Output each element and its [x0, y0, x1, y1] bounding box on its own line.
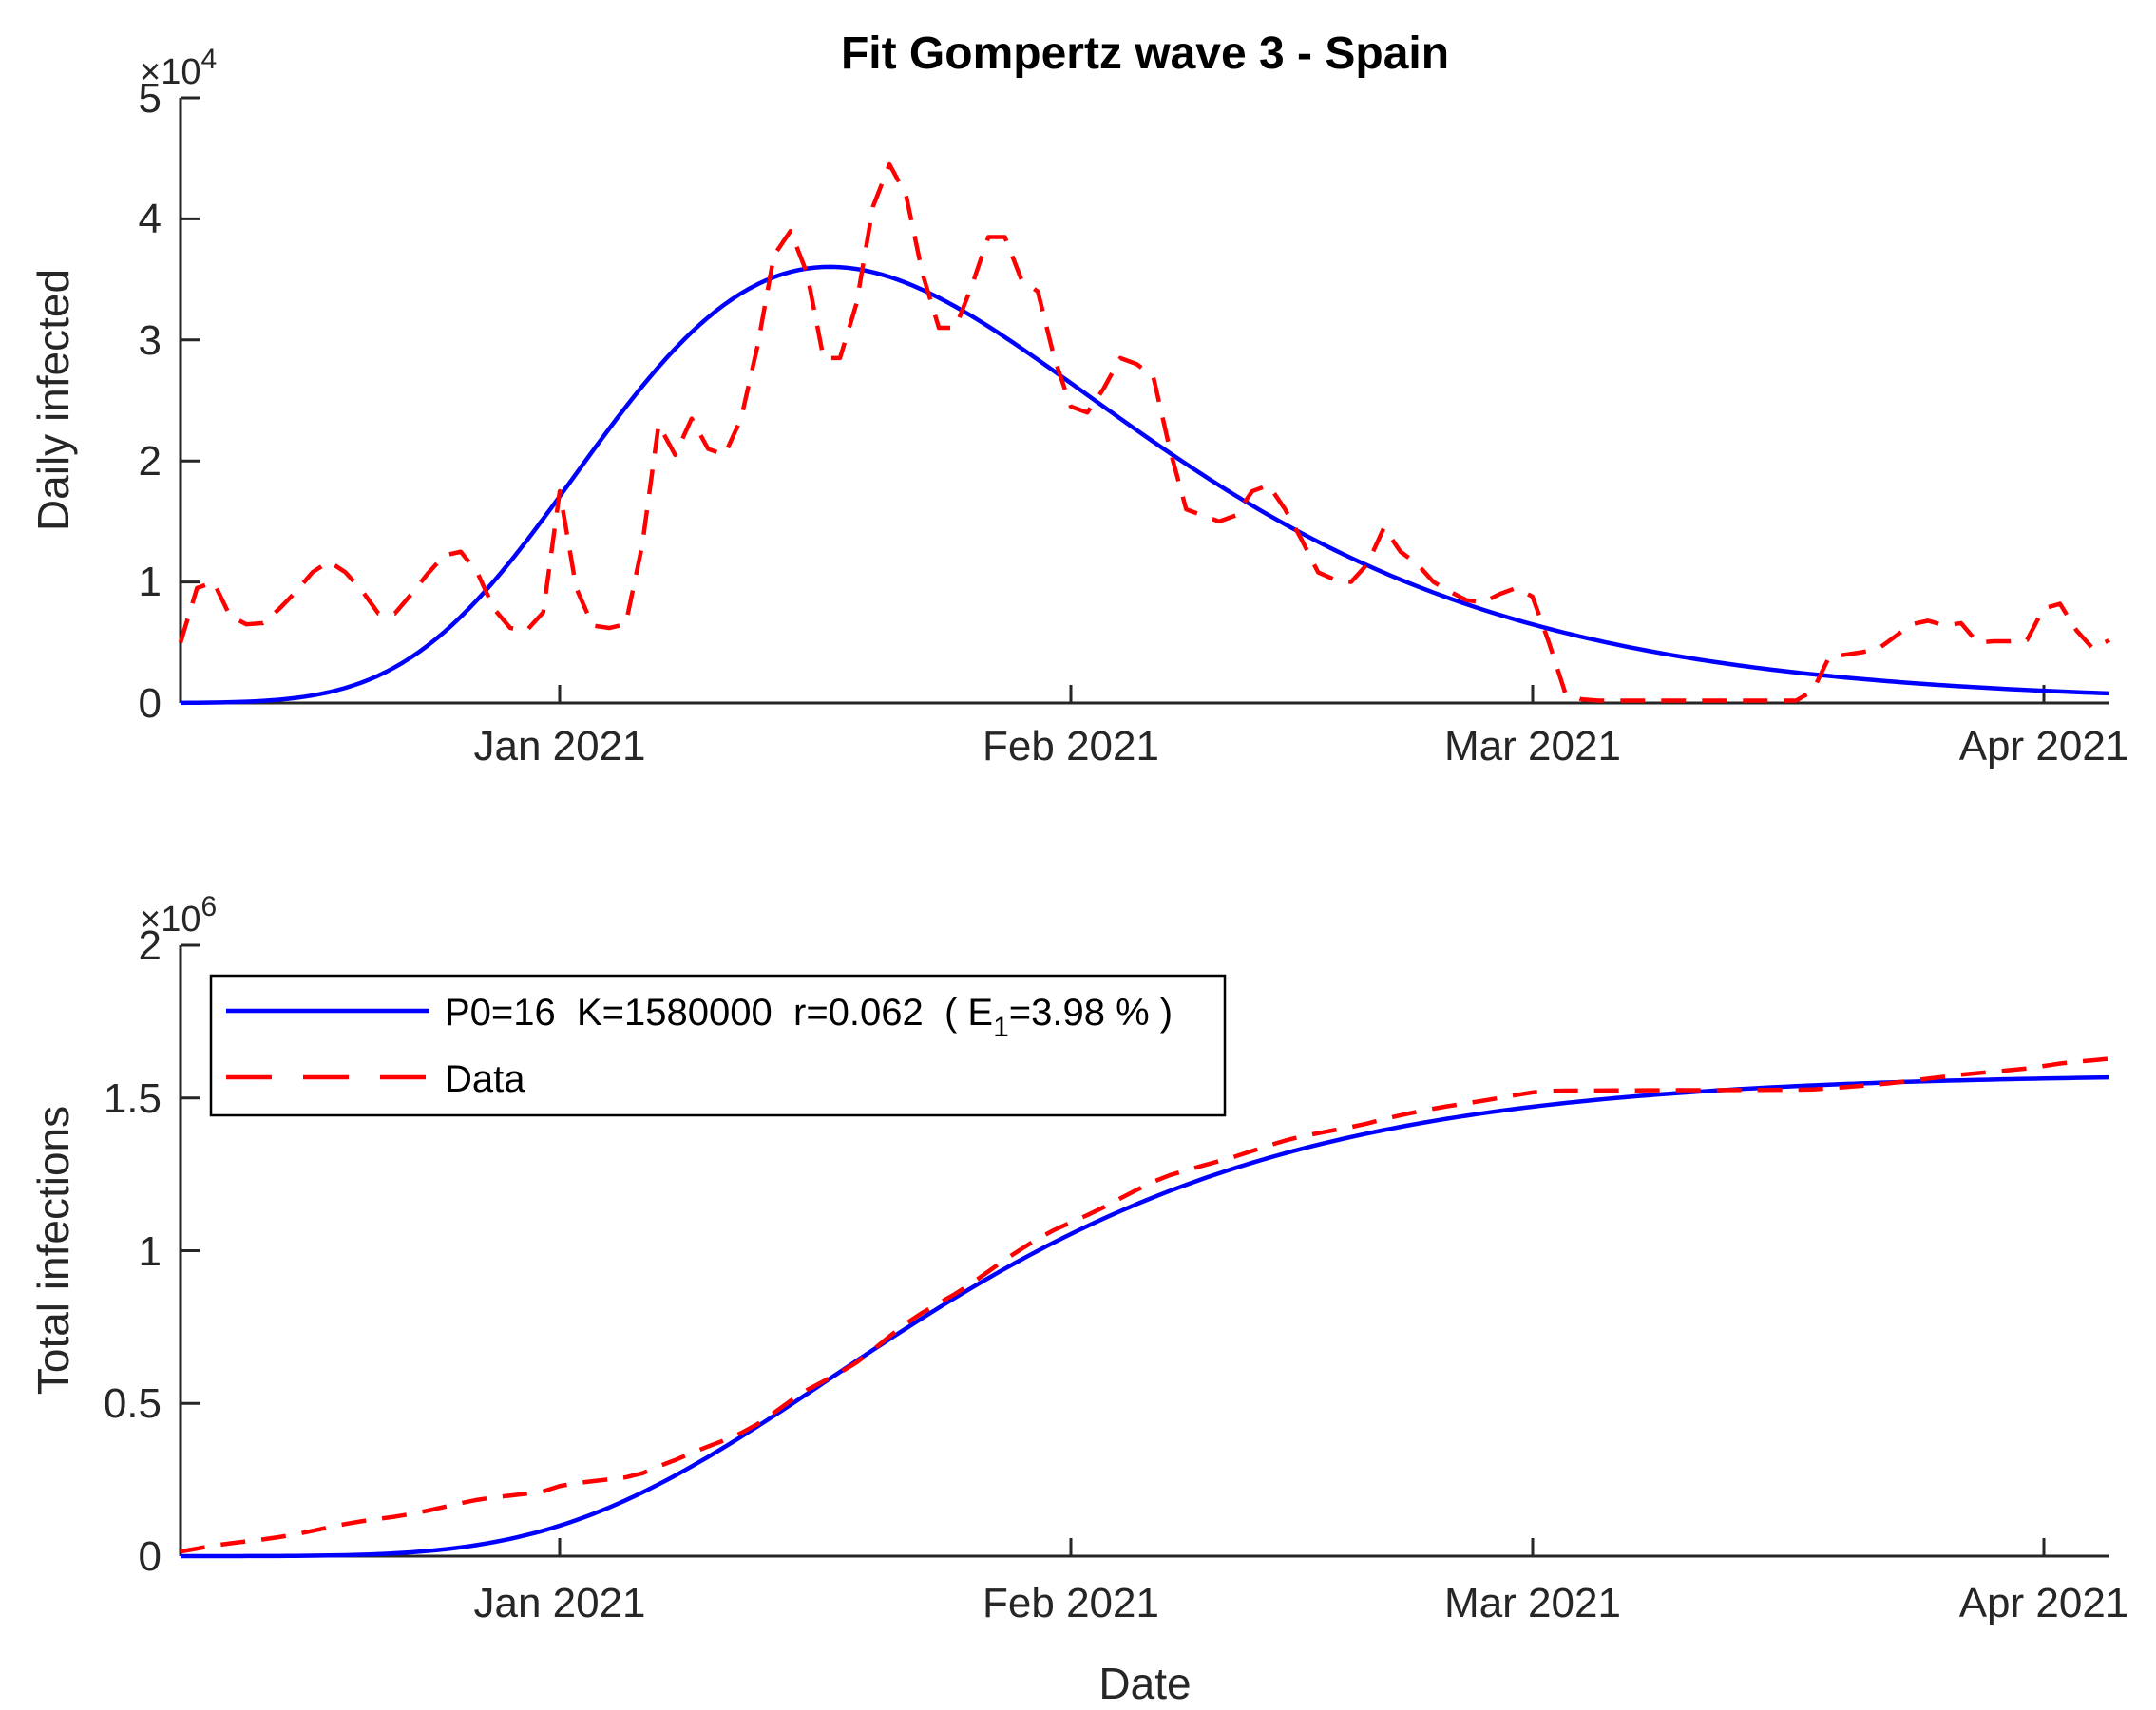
top-y-label-5: 5 — [139, 75, 162, 122]
top-y-label-4: 4 — [139, 196, 162, 242]
top-y-label-1: 1 — [139, 559, 162, 605]
top-ylabel: Daily infected — [29, 269, 78, 531]
top-curves — [178, 162, 2111, 706]
legend-box — [209, 974, 1227, 1117]
top-x-label-jan: Jan 2021 — [473, 723, 645, 770]
bottom-xlabel: Date — [1098, 1659, 1191, 1708]
top-y-label-0: 0 — [139, 680, 162, 727]
bottom-y-label-05: 0.5 — [104, 1380, 162, 1427]
bottom-y-label-2: 2 — [139, 922, 162, 969]
top-x-label-mar: Mar 2021 — [1444, 723, 1621, 770]
top-y-exponent: ×104 — [140, 44, 217, 92]
top-y-label-2: 2 — [139, 438, 162, 484]
bottom-y-label-15: 1.5 — [104, 1075, 162, 1122]
top-x-label-apr: Apr 2021 — [1959, 723, 2129, 770]
legend-data-label: Data — [445, 1058, 525, 1100]
top-fit-line — [180, 264, 2110, 706]
bottom-y-label-0: 0 — [139, 1533, 162, 1580]
legend-fit-label: P0=16 K=1580000 r=0.062 ( E1=3.98 % ) — [445, 992, 1173, 1043]
bottom-plot: 0 0.5 1 1.5 2 ×106 Jan 2021 Feb 2021 Mar… — [29, 891, 2128, 1708]
top-x-label-feb: Feb 2021 — [983, 723, 1159, 770]
bottom-y-label-1: 1 — [139, 1228, 162, 1275]
bottom-ylabel: Total infections — [29, 1106, 78, 1395]
bottom-x-label-mar: Mar 2021 — [1444, 1580, 1621, 1626]
bottom-y-exponent: ×106 — [140, 891, 217, 940]
legend: P0=16 K=1580000 r=0.062 ( E1=3.98 % ) Da… — [209, 974, 1227, 1117]
bottom-x-label-apr: Apr 2021 — [1959, 1580, 2129, 1626]
top-plot: Fit Gompertz wave 3 - Spain 0 1 2 3 4 5 … — [29, 28, 2128, 770]
bottom-data-line — [180, 1056, 2110, 1554]
bottom-fit-line — [180, 1074, 2110, 1559]
top-y-label-3: 3 — [139, 317, 162, 364]
top-data-line — [178, 162, 2111, 703]
bottom-x-label-feb: Feb 2021 — [983, 1580, 1159, 1626]
bottom-x-label-jan: Jan 2021 — [473, 1580, 645, 1626]
bottom-curves — [180, 1056, 2110, 1559]
figure-title: Fit Gompertz wave 3 - Spain — [841, 28, 1449, 79]
